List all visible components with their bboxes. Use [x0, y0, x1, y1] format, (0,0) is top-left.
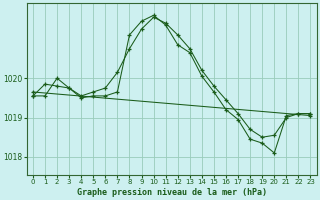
X-axis label: Graphe pression niveau de la mer (hPa): Graphe pression niveau de la mer (hPa) [77, 188, 267, 197]
